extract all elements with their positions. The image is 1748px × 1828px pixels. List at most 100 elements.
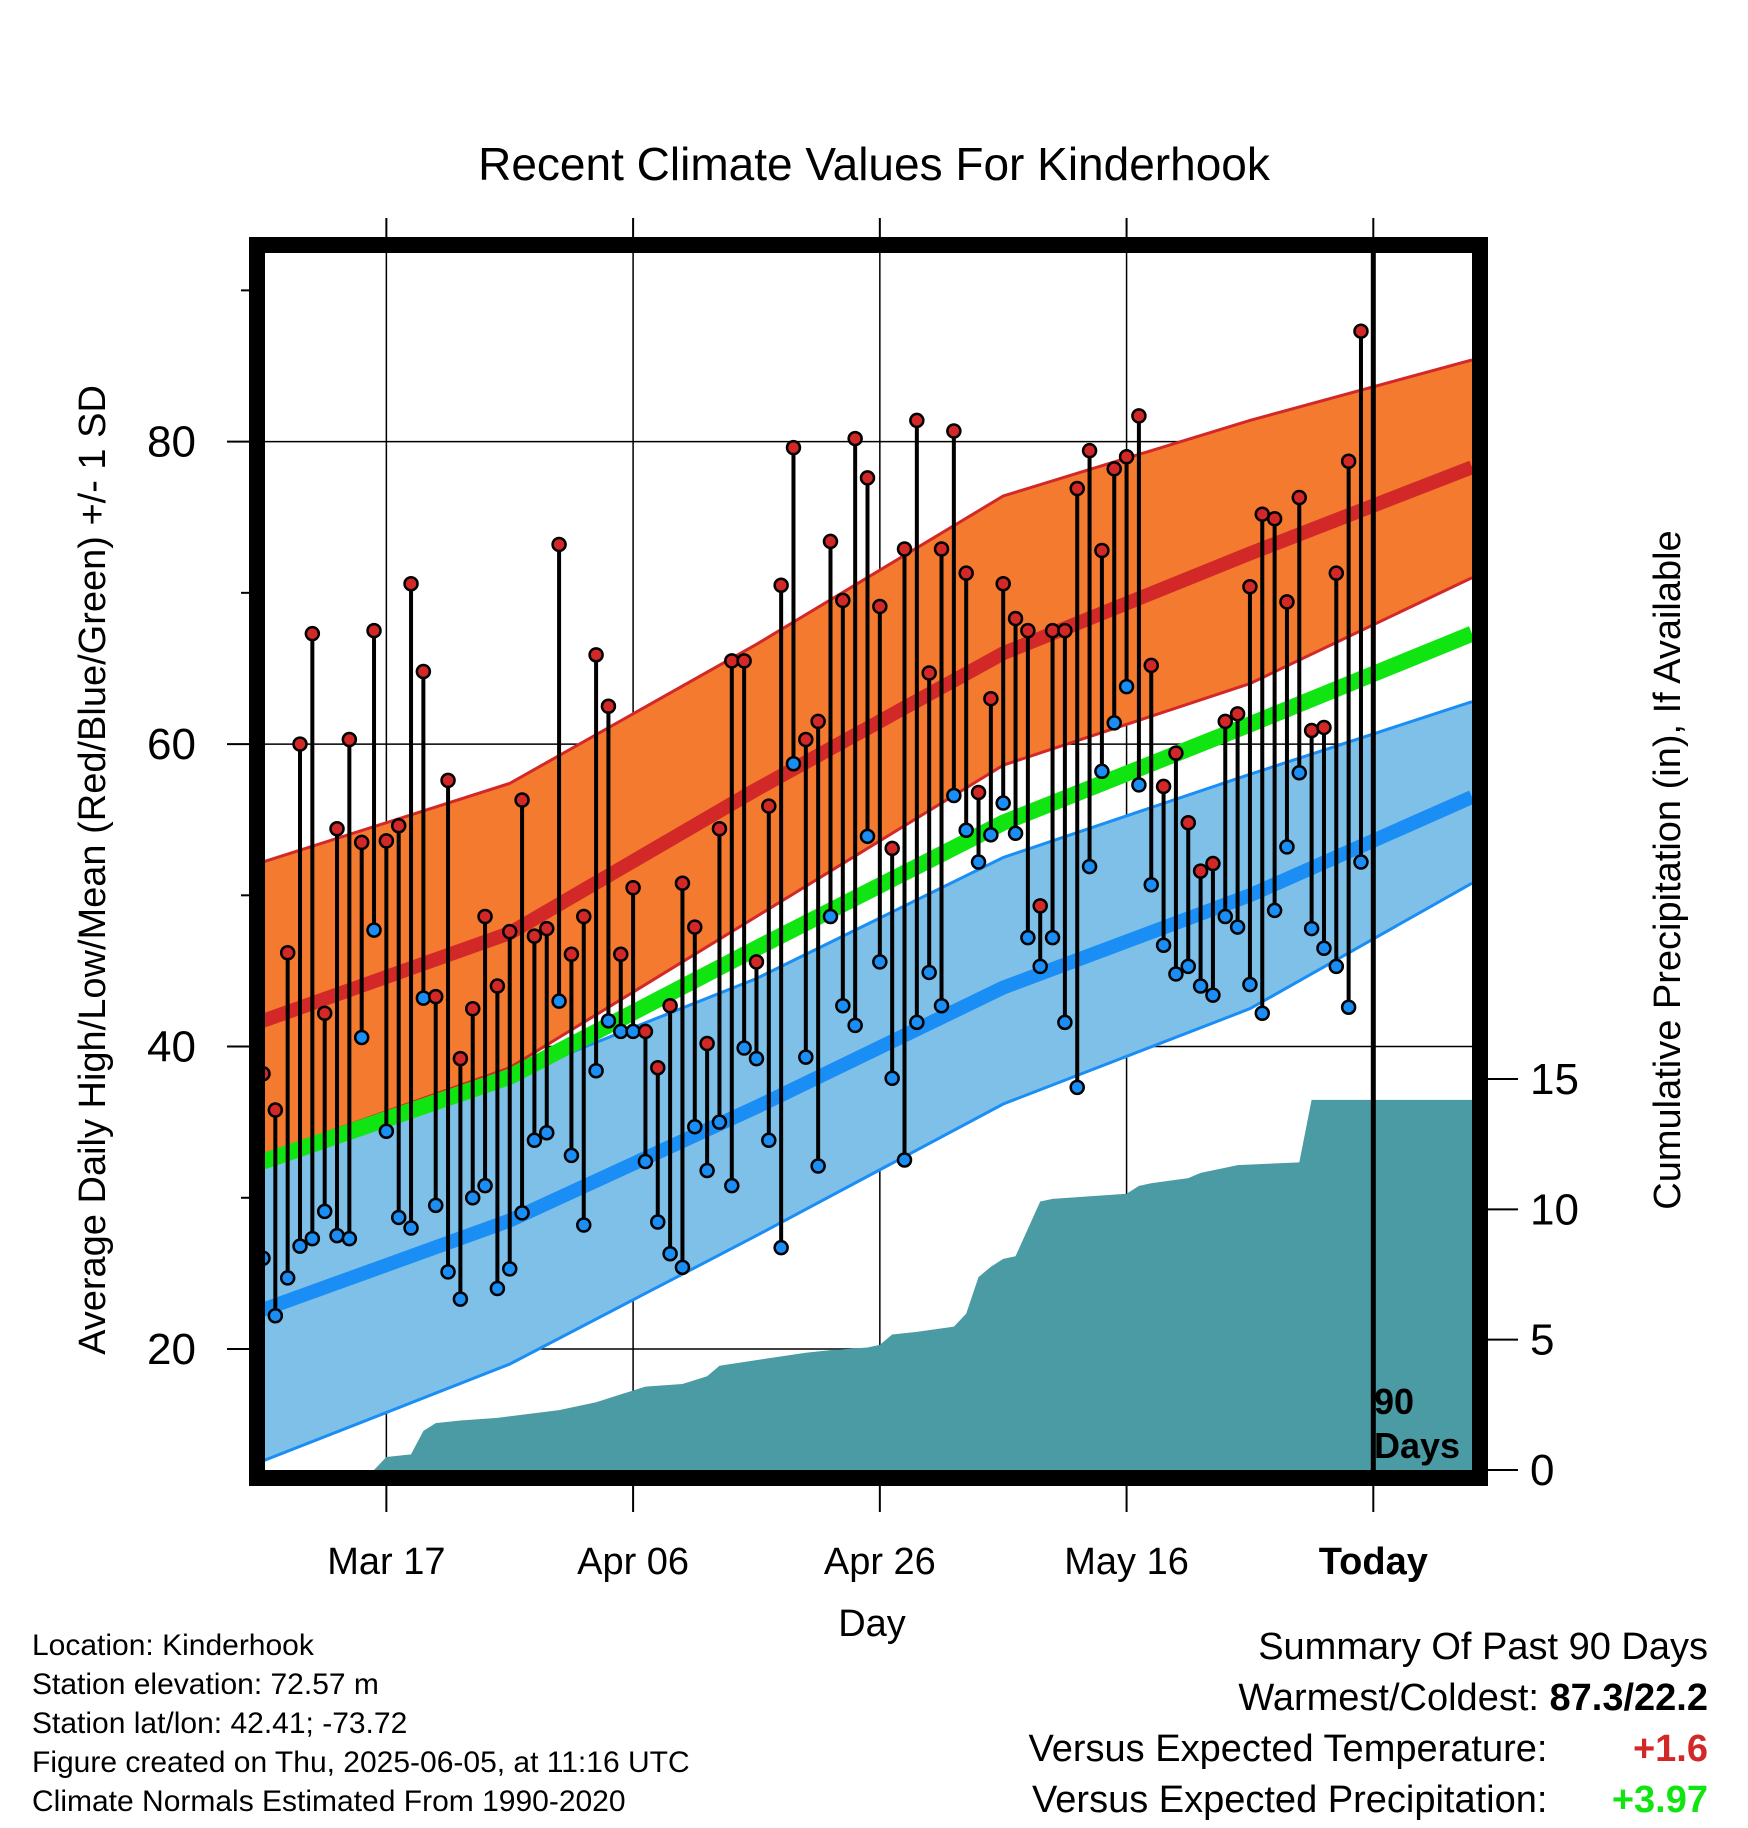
high-point	[1143, 657, 1159, 674]
low-point	[921, 964, 937, 981]
low-point	[736, 1040, 752, 1056]
low-point	[551, 993, 567, 1009]
x-tick-label: Apr 26	[824, 1541, 936, 1583]
low-point	[1217, 908, 1234, 925]
low-point	[1143, 876, 1159, 893]
plot-frame	[249, 237, 1488, 1486]
low-point	[650, 1214, 666, 1230]
low-point	[267, 1307, 284, 1324]
x-tick-label: May 16	[1064, 1541, 1189, 1583]
high-point	[835, 592, 851, 609]
precip-diff-value: +3.97	[1611, 1779, 1708, 1821]
low-point	[884, 1070, 900, 1087]
low-point	[958, 822, 974, 839]
high-point	[798, 731, 814, 748]
low-point	[1118, 678, 1135, 695]
high-point	[316, 1005, 333, 1022]
high-point	[1131, 408, 1147, 424]
x-tick-label: Mar 17	[327, 1541, 445, 1583]
low-point	[1291, 765, 1308, 781]
high-point	[279, 945, 296, 961]
high-point	[761, 798, 777, 814]
high-point	[810, 713, 826, 730]
low-point	[785, 755, 802, 772]
high-point	[662, 997, 678, 1014]
low-point	[1316, 940, 1332, 956]
high-point	[1118, 448, 1135, 465]
summary-heading: Summary Of Past 90 Days	[1258, 1626, 1708, 1668]
low-point	[1242, 976, 1258, 993]
low-point	[822, 908, 839, 925]
high-point	[329, 821, 345, 837]
low-point	[366, 922, 382, 938]
low-point	[329, 1227, 345, 1244]
low-point	[378, 1123, 395, 1139]
high-point	[1020, 622, 1036, 639]
low-point	[613, 1023, 629, 1040]
high-point	[1069, 480, 1085, 497]
low-sd-band-lower-edge	[263, 881, 1472, 1463]
x-axis-label: Day	[838, 1603, 906, 1645]
high-point	[563, 946, 580, 963]
high-point	[1353, 323, 1369, 339]
low-point	[995, 795, 1011, 811]
low-point	[1168, 966, 1184, 982]
y2-tick-label: 15	[1530, 1055, 1579, 1104]
chart-title: Recent Climate Values For Kinderhook	[478, 138, 1271, 190]
high-point	[625, 879, 641, 896]
high-point	[785, 439, 802, 456]
latlon-text: Station lat/lon: 42.41; -73.72	[32, 1707, 408, 1740]
low-point	[1205, 987, 1221, 1003]
y-tick-label: 80	[147, 418, 196, 467]
low-point	[983, 827, 999, 843]
station-info: Location: Kinderhook Station elevation: …	[32, 1626, 690, 1821]
low-point	[600, 1013, 617, 1029]
low-point	[847, 1017, 863, 1034]
high-point	[1032, 898, 1048, 914]
high-point	[859, 470, 876, 486]
y2-tick-label: 0	[1530, 1446, 1554, 1495]
low-point	[341, 1230, 358, 1247]
high-point	[1192, 863, 1209, 879]
low-point	[835, 997, 851, 1014]
low-point	[1044, 929, 1061, 946]
warm-cold-label: Warmest/Coldest:	[1238, 1677, 1539, 1719]
high-sd-band-upper-edge	[263, 358, 1472, 864]
low-point	[489, 1280, 506, 1297]
high-point	[378, 833, 395, 849]
low-point	[674, 1259, 691, 1276]
high-point	[1155, 778, 1172, 795]
high-point	[1044, 622, 1061, 639]
low-point	[353, 1029, 370, 1046]
low-point	[1180, 958, 1197, 975]
normal-low-line	[263, 790, 1472, 1317]
low-point	[761, 1132, 777, 1149]
high-point	[1180, 814, 1197, 831]
low-point	[1328, 958, 1345, 975]
high-point	[884, 840, 900, 857]
low-point	[279, 1270, 296, 1286]
high-point	[390, 817, 407, 834]
location-text: Location: Kinderhook	[32, 1629, 314, 1662]
high-point	[946, 423, 962, 439]
low-point	[304, 1230, 321, 1247]
low-point	[773, 1239, 789, 1256]
low-point	[896, 1152, 913, 1168]
low-point	[588, 1062, 604, 1079]
low-point	[1069, 1079, 1085, 1096]
y-tick-label: 40	[147, 1023, 196, 1072]
summary-panel: Summary Of Past 90 Days Warmest/Coldest:…	[1029, 1622, 1708, 1826]
low-point	[872, 954, 888, 970]
high-point	[341, 731, 358, 748]
high-point	[909, 412, 925, 429]
low-point	[1266, 902, 1283, 919]
high-point	[1242, 579, 1258, 595]
high-point	[724, 653, 740, 669]
low-point	[452, 1291, 469, 1307]
y-tick-label: 60	[147, 720, 196, 769]
high-point	[1007, 610, 1024, 627]
high-point	[921, 665, 937, 681]
low-sd-band	[263, 701, 1472, 1461]
high-point	[1106, 461, 1122, 477]
